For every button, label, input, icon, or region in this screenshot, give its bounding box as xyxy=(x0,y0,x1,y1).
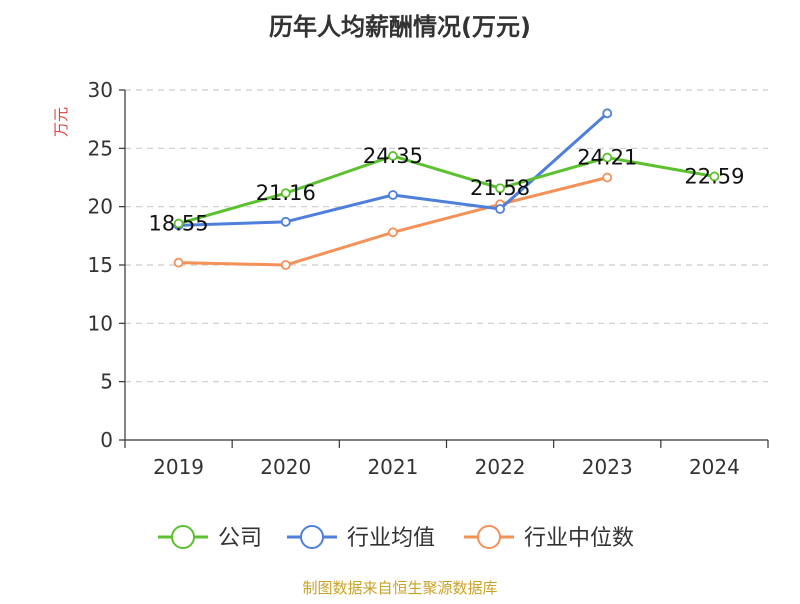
y-tick-label-20: 20 xyxy=(88,195,113,219)
point-0-2019 xyxy=(173,218,184,229)
point-2-2023 xyxy=(602,172,613,183)
data-label-2024: 22.59 xyxy=(684,164,744,188)
point-1-2022 xyxy=(495,204,505,214)
point-2-2019 xyxy=(173,257,184,268)
legend-item-1: 行业均值 xyxy=(287,525,435,551)
point-0-2020 xyxy=(280,188,291,199)
point-0-2021 xyxy=(388,151,398,161)
point-0-2024 xyxy=(709,171,720,182)
y-tick-label-5: 5 xyxy=(100,370,113,394)
legend-label-0: 公司 xyxy=(218,526,262,551)
series-layer xyxy=(173,108,720,270)
data-label-2022: 21.58 xyxy=(470,176,530,200)
point-2-2021 xyxy=(388,227,398,238)
data-label-2019: 18.55 xyxy=(149,212,209,236)
y-tick-label-30: 30 xyxy=(88,78,113,102)
series-line-0 xyxy=(178,154,715,226)
source-note: 制图数据来自恒生聚源数据库 xyxy=(302,579,497,597)
legend-label-2: 行业中位数 xyxy=(524,526,634,551)
chart-title: 历年人均薪酬情况(万元) xyxy=(269,13,531,41)
series-industry-mean xyxy=(173,108,613,231)
data-label-2023: 24.21 xyxy=(577,146,637,170)
x-tick-label-2019: 2019 xyxy=(153,455,204,479)
point-0-2022 xyxy=(495,183,505,194)
point-0-2023 xyxy=(602,152,613,163)
point-1-2023 xyxy=(602,108,613,119)
x-tick-label-2024: 2024 xyxy=(689,455,740,479)
data-label-2020: 21.16 xyxy=(256,181,316,205)
data-label-2021: 24.35 xyxy=(363,144,423,168)
point-2-2020 xyxy=(280,260,291,270)
legend-marker-0 xyxy=(171,525,195,549)
grid-lines xyxy=(125,89,768,383)
y-tick-label-25: 25 xyxy=(88,136,113,160)
x-tick-label-2021: 2021 xyxy=(367,455,418,479)
axes: 0 5 10 15 20 25 30 2019 2020 2021 2022 2023 2024 xyxy=(88,78,769,479)
point-1-2020 xyxy=(280,216,291,227)
y-tick-label-10: 10 xyxy=(88,311,113,335)
legend-marker-1 xyxy=(300,525,324,549)
series-industry-median xyxy=(173,172,613,270)
point-1-2021 xyxy=(388,190,398,200)
series-line-1 xyxy=(178,112,609,227)
x-tick-label-2022: 2022 xyxy=(475,455,526,479)
series-company xyxy=(173,151,720,229)
y-axis-title: 万元 xyxy=(52,107,70,137)
y-tick-label-0: 0 xyxy=(100,428,113,452)
data-labels: 18.55 21.16 24.35 21.58 24.21 22.59 xyxy=(149,144,745,236)
legend-item-2: 行业中位数 xyxy=(464,525,634,551)
legend: 公司 行业均值 行业中位数 xyxy=(158,525,634,551)
x-tick-label-2023: 2023 xyxy=(582,455,633,479)
legend-item-0: 公司 xyxy=(158,525,262,551)
legend-marker-2 xyxy=(477,525,501,549)
y-tick-label-15: 15 xyxy=(88,253,113,277)
x-tick-label-2020: 2020 xyxy=(260,455,311,479)
legend-label-1: 行业均值 xyxy=(347,526,435,551)
